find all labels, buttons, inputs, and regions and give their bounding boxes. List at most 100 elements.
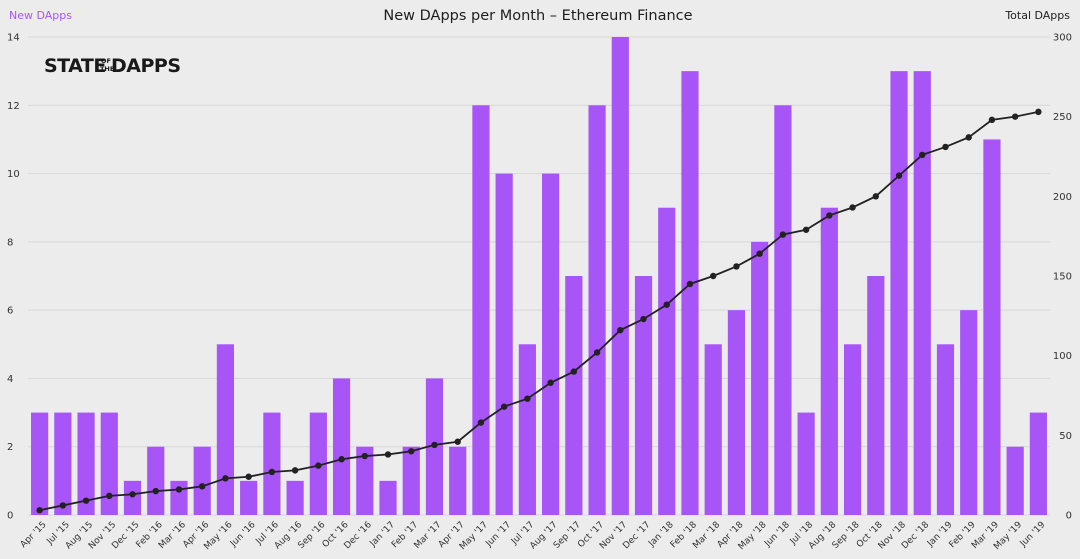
total-line	[39, 111, 1039, 512]
line-point	[524, 395, 531, 402]
x-tick-label: Jun '18	[762, 520, 792, 550]
bar	[77, 412, 95, 515]
line-point	[640, 315, 647, 323]
line-point	[222, 475, 229, 482]
line-point	[338, 456, 345, 463]
bar	[100, 412, 118, 515]
bar	[727, 310, 746, 515]
line-point	[593, 349, 601, 356]
bar	[472, 105, 490, 516]
line-point	[942, 143, 949, 151]
bar	[751, 241, 769, 515]
bar	[332, 378, 351, 515]
line-point	[431, 441, 438, 449]
line-point	[547, 379, 554, 386]
bar	[588, 105, 606, 516]
line-point	[477, 419, 485, 426]
bar	[286, 480, 304, 515]
line-point	[245, 473, 252, 480]
line-point	[59, 502, 67, 509]
line-point	[408, 448, 415, 455]
bar	[867, 276, 885, 515]
bar	[518, 344, 536, 515]
y-left-tick-label: 10	[7, 169, 20, 180]
bar	[123, 480, 142, 515]
legend-new-dapps: New DApps	[9, 9, 72, 22]
bar	[820, 207, 838, 515]
bar	[1029, 412, 1047, 515]
y-left-tick-label: 6	[7, 306, 13, 317]
line-point	[500, 403, 508, 410]
bar	[216, 344, 235, 515]
line-point	[268, 468, 276, 476]
x-tick-label: Jun '16	[228, 520, 258, 550]
line-point	[199, 483, 206, 490]
line-point	[802, 226, 810, 233]
bar	[495, 173, 513, 516]
line-point	[291, 467, 299, 474]
logo-word-dapps: DAPPS	[111, 55, 181, 77]
y-right-tick-label: 150	[1053, 272, 1072, 283]
bar	[1006, 446, 1024, 515]
y-left-tick-label: 12	[7, 101, 20, 112]
bar	[681, 71, 699, 516]
bar	[960, 310, 978, 515]
bar	[402, 446, 420, 515]
bar	[797, 412, 815, 515]
y-right-tick-label: 50	[1059, 431, 1072, 442]
line-point	[826, 212, 833, 219]
line-point	[454, 438, 461, 445]
y-left-tick-label: 14	[7, 33, 20, 44]
bar	[936, 344, 955, 515]
logo-word-of: OF	[101, 57, 111, 65]
x-tick-label: Apr '15	[19, 520, 49, 550]
y-right-tick-label: 100	[1053, 351, 1072, 362]
bar	[634, 276, 653, 515]
line-point	[36, 507, 43, 514]
y-left-tick-label: 2	[7, 442, 13, 453]
line-point	[895, 172, 903, 179]
bar	[240, 480, 258, 515]
bar	[356, 446, 374, 515]
y-right-tick-label: 300	[1053, 33, 1072, 44]
legend-total-dapps: Total DApps	[1004, 9, 1070, 22]
y-right-tick-label: 250	[1053, 112, 1072, 123]
line-point	[710, 272, 717, 280]
line-point	[361, 452, 368, 460]
bar	[170, 480, 188, 515]
bar	[843, 344, 862, 515]
line-point	[152, 487, 159, 495]
bar	[983, 139, 1001, 515]
line-point	[919, 151, 926, 159]
y-left-tick-label: 4	[7, 374, 13, 385]
bar	[913, 71, 931, 516]
bar	[565, 276, 583, 515]
line-point	[384, 451, 392, 458]
line-point	[872, 193, 879, 200]
bar	[54, 412, 72, 515]
line-point	[756, 250, 763, 257]
bar	[611, 37, 629, 515]
bar	[449, 446, 467, 515]
line-point	[1011, 113, 1019, 120]
line-point	[663, 301, 670, 308]
line-point	[315, 462, 322, 469]
line-point	[686, 280, 694, 288]
line-point	[129, 491, 136, 498]
line-point	[988, 116, 996, 124]
logo-word-the: THE	[100, 65, 114, 73]
line-series	[36, 108, 1042, 514]
y-right-tick-label: 0	[1066, 511, 1072, 522]
bar	[263, 412, 281, 515]
bar	[379, 480, 397, 515]
bar	[147, 446, 165, 515]
line-point	[965, 134, 972, 141]
bar	[193, 446, 211, 515]
x-tick-label: Jun '17	[484, 520, 514, 550]
line-point	[779, 231, 787, 238]
line-point	[1035, 108, 1042, 116]
logo-word-state: STATE	[44, 55, 106, 77]
bar	[542, 173, 560, 516]
